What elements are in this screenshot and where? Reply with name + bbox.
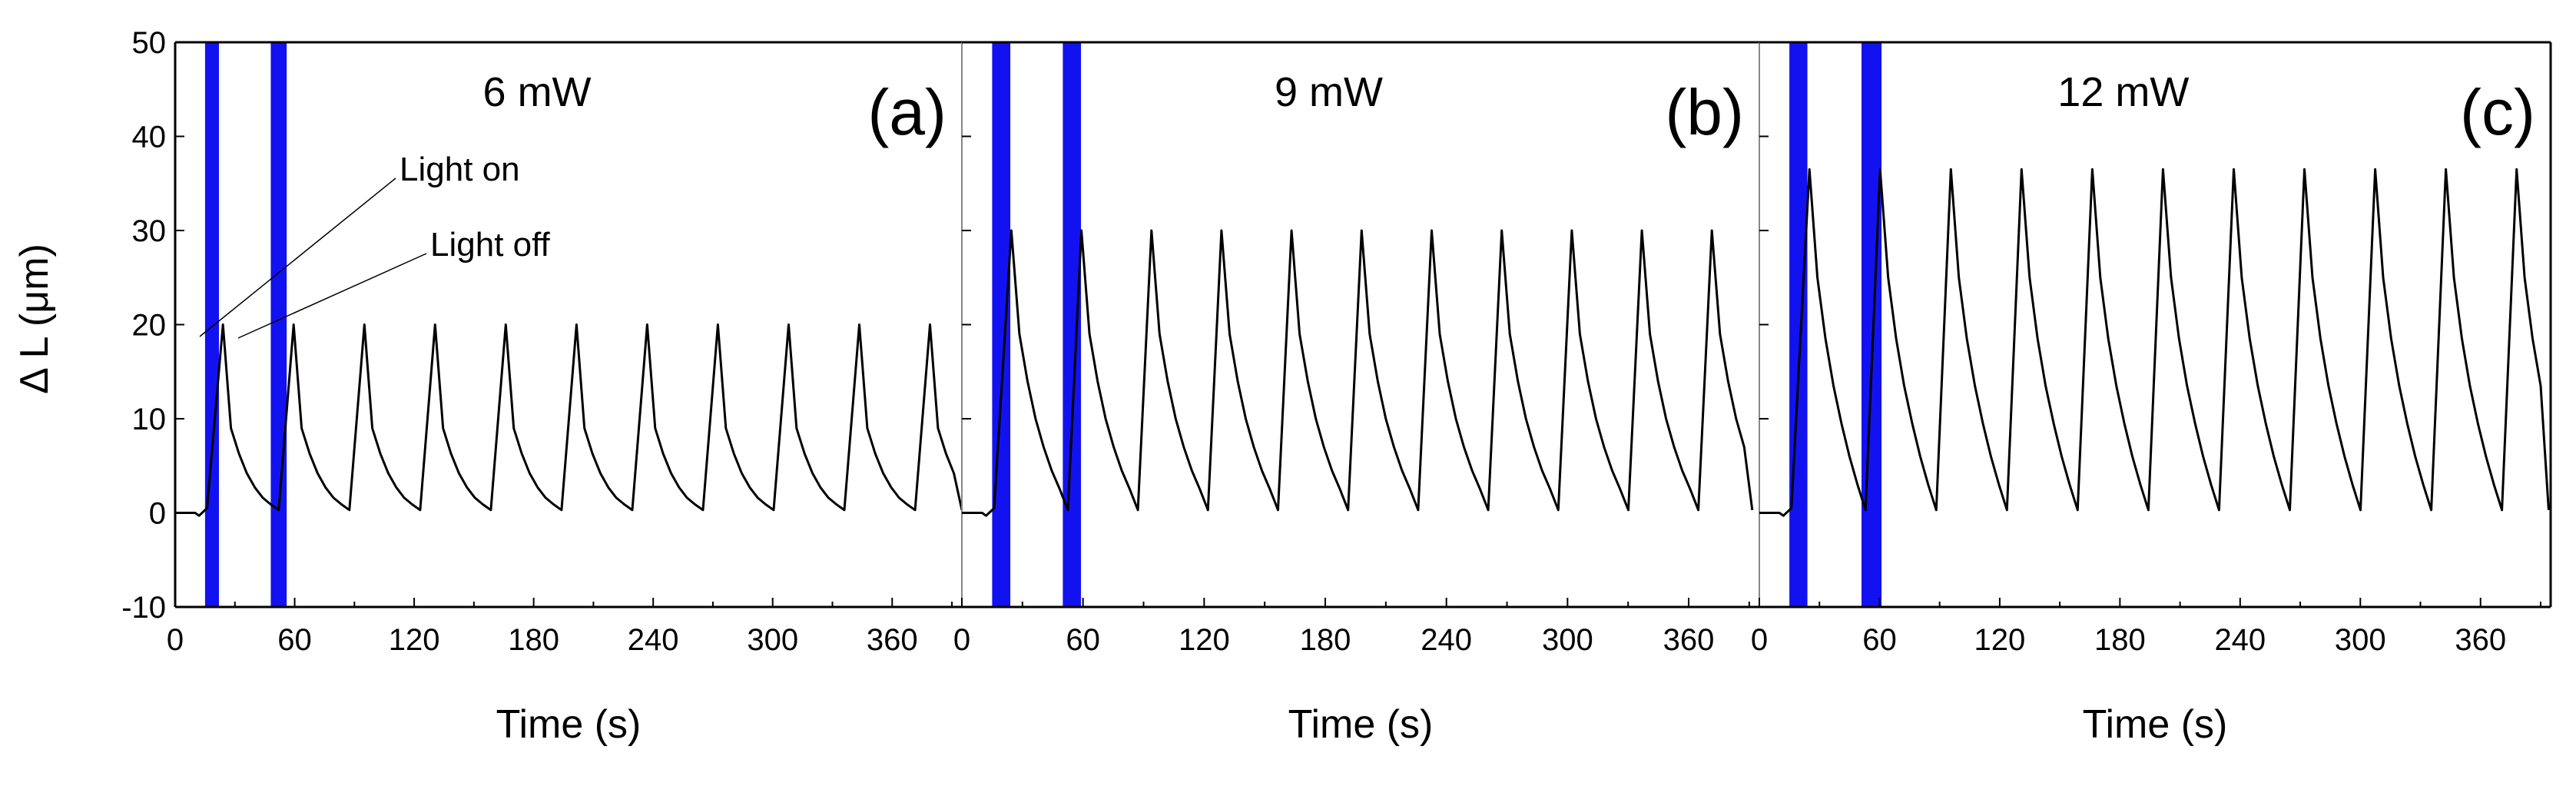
x-axis-label: Time (s): [1288, 702, 1434, 747]
y-tick-label: 10: [132, 403, 167, 436]
panel-label: (c): [2460, 76, 2535, 148]
x-tick-label: 240: [628, 623, 679, 657]
x-tick-label: 180: [2094, 623, 2146, 657]
power-label: 12 mW: [2057, 69, 2189, 115]
x-tick-label: 60: [277, 623, 312, 657]
light-on-bar: [270, 42, 287, 607]
x-tick-label: 240: [1421, 623, 1472, 657]
y-tick-label: -10: [121, 591, 166, 625]
panel-label: (a): [867, 76, 947, 148]
x-tick-label: 120: [1179, 623, 1230, 657]
x-axis-label: Time (s): [2083, 702, 2228, 747]
x-tick-label: 180: [1300, 623, 1351, 657]
x-axis-label: Time (s): [496, 702, 642, 747]
y-tick-label: 50: [132, 26, 167, 60]
light-on-bar: [204, 42, 220, 607]
x-tick-label: 300: [747, 623, 798, 657]
light-on-bar: [1861, 42, 1882, 607]
annotation-leader: [199, 177, 396, 337]
x-tick-label: 120: [389, 623, 440, 657]
data-series-line: [962, 229, 1754, 517]
x-tick-label: 360: [2455, 623, 2506, 657]
x-tick-label: 300: [1542, 623, 1593, 657]
x-tick-label: 0: [167, 623, 184, 657]
power-label: 9 mW: [1275, 69, 1383, 115]
annotation-label: Light off: [430, 226, 551, 264]
light-on-bar: [992, 42, 1011, 607]
annotation-label: Light on: [399, 151, 520, 188]
y-tick-label: 0: [149, 497, 166, 531]
x-tick-label: 0: [953, 623, 970, 657]
y-axis-label: Δ L (μm): [12, 244, 57, 394]
x-tick-label: 360: [867, 623, 918, 657]
annotation-leader: [237, 253, 427, 339]
x-tick-label: 300: [2335, 623, 2386, 657]
chart-panel: 0 60 120 180 240 300 360 Time (s) 12 mW (c): [1751, 41, 2552, 747]
light-on-bar: [1789, 42, 1808, 607]
data-series-line: [175, 323, 963, 517]
data-series-line: [1759, 167, 2550, 517]
y-tick-label: 30: [132, 214, 167, 248]
x-tick-label: 240: [2214, 623, 2266, 657]
chart-panel: 0 60 120 180 240 300 360 Time (s) 9 mW (b): [953, 41, 1760, 747]
x-tick-label: 60: [1066, 623, 1100, 657]
x-tick-label: 120: [1974, 623, 2026, 657]
y-tick-label: 40: [132, 121, 167, 154]
power-label: 6 mW: [483, 69, 592, 115]
panel-label: (b): [1665, 76, 1744, 148]
x-tick-label: 180: [508, 623, 559, 657]
y-tick-label: 20: [132, 309, 167, 343]
x-tick-label: 0: [1751, 623, 1768, 657]
light-on-bar: [1063, 42, 1082, 607]
x-tick-label: 60: [1862, 623, 1897, 657]
x-tick-label: 360: [1663, 623, 1715, 657]
